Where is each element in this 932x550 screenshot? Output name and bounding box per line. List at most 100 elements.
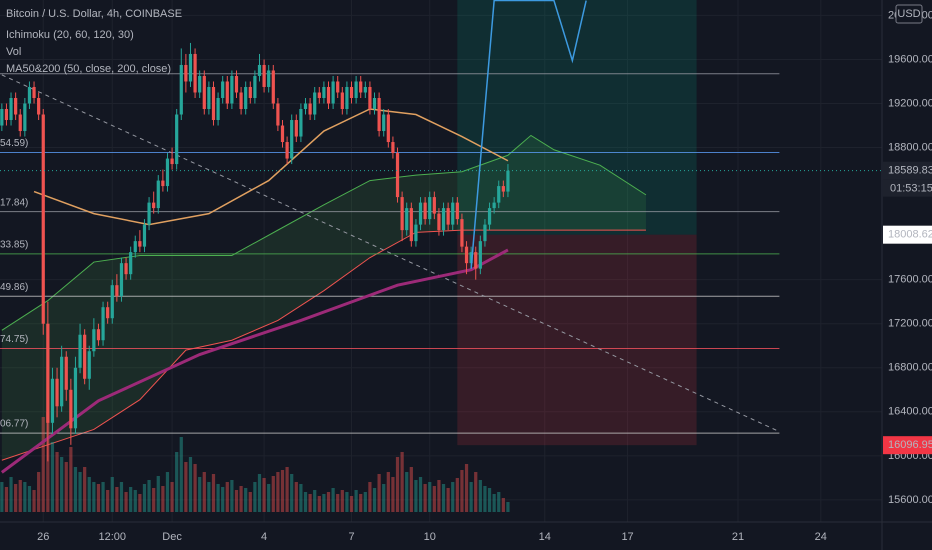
candle-body: [115, 285, 119, 297]
volume-bar: [110, 477, 114, 512]
volume-bar: [478, 480, 482, 512]
legend: Bitcoin / U.S. Dollar, 4h, COINBASE Ichi…: [6, 8, 182, 75]
candle-body: [92, 329, 96, 352]
volume-bar: [501, 498, 505, 512]
candle-body: [152, 202, 156, 209]
volume-bar: [299, 484, 303, 512]
y-tick-label: 19600.00: [888, 53, 932, 65]
candle-body: [487, 208, 492, 225]
candle-body: [78, 334, 82, 368]
volume-bar: [170, 482, 174, 512]
volume-bar: [73, 467, 78, 512]
candle-body: [437, 213, 441, 231]
candle-body: [303, 103, 308, 110]
candle-body: [83, 334, 87, 379]
candle-body: [221, 81, 225, 98]
candle-body: [41, 114, 45, 324]
volume-bar: [4, 487, 9, 512]
candle-body: [501, 186, 505, 192]
stop-label-box: [883, 436, 932, 455]
candle-body: [101, 307, 105, 341]
candle-body: [133, 241, 137, 253]
candle-body: [285, 142, 289, 159]
volume-bar: [331, 488, 335, 512]
volume-bar: [133, 490, 137, 512]
candle-body: [64, 356, 68, 390]
candle-body: [96, 329, 101, 341]
volume-bar: [308, 494, 312, 512]
x-tick-label: 12:00: [98, 531, 126, 543]
y-tick-label: 19200.00: [888, 97, 932, 109]
volume-bar: [92, 482, 96, 512]
volume-bar: [41, 417, 45, 512]
volume-bar: [184, 462, 188, 512]
ichimoku-cloud: [1, 135, 646, 461]
ma200-line: [0, 248, 509, 474]
indicator[interactable]: MA50&200 (50, close, 200, close): [6, 63, 171, 75]
volume-bar: [46, 412, 50, 512]
volume-bar: [156, 476, 160, 512]
y-tick-label: 16400.00: [888, 406, 932, 418]
volume-bar: [487, 488, 492, 512]
candle-body: [4, 109, 9, 121]
volume-bar: [428, 482, 432, 512]
countdown-box: [883, 179, 932, 197]
candle-body: [234, 75, 239, 93]
candle-body: [60, 356, 64, 407]
volume-bar: [262, 478, 266, 512]
volume-bar: [207, 482, 211, 512]
position-stop: [457, 234, 697, 446]
volume-bar: [474, 472, 478, 512]
y-tick-label: 16800.00: [888, 362, 932, 374]
candle-body: [73, 367, 78, 429]
candle-body: [451, 202, 455, 225]
candle-body: [110, 285, 114, 319]
candle-body: [267, 70, 271, 87]
volume-bar: [230, 480, 234, 512]
volume-bar: [276, 472, 280, 512]
indicator[interactable]: Vol: [6, 46, 21, 58]
currency[interactable]: USD: [897, 8, 920, 20]
candle-body: [483, 224, 487, 242]
candle-body: [170, 158, 174, 165]
volume-bar: [257, 474, 262, 512]
candle-body: [428, 197, 432, 220]
plot: 54.59) 17.84) 33.85) 49.86) 74.75) 06.77): [0, 0, 882, 522]
volume-bar: [119, 482, 124, 512]
candle-body: [506, 170, 510, 192]
volume-bar: [368, 482, 372, 512]
entry-label: 18008.62: [888, 229, 932, 241]
volume-bar: [211, 474, 216, 512]
candle-body: [377, 97, 381, 132]
indicator[interactable]: Ichimoku (20, 60, 120, 30): [6, 29, 134, 41]
candle-body: [455, 202, 459, 220]
volume-bar: [492, 494, 496, 512]
volume-bar: [78, 472, 82, 512]
candle-body: [161, 180, 165, 187]
candle-body: [198, 75, 202, 93]
candle-body: [464, 246, 469, 264]
volume-bar: [455, 478, 459, 512]
candle-body: [308, 103, 312, 115]
x-tick-label: 4: [261, 531, 267, 543]
volume-bar: [60, 457, 64, 512]
projection-line: [470, 0, 587, 269]
volume-bar: [418, 477, 423, 512]
volume-bar: [193, 464, 197, 512]
candle-body: [474, 252, 478, 269]
candle-body: [382, 114, 386, 132]
candle-body: [257, 64, 262, 76]
candle-body: [244, 86, 248, 110]
candle-body: [423, 202, 427, 220]
volume-bar: [64, 462, 68, 512]
currency-button[interactable]: [895, 4, 923, 24]
candle-body: [248, 86, 252, 98]
level-label: 33.85): [0, 240, 28, 251]
candle-body: [336, 81, 340, 93]
volume-bar: [377, 474, 381, 512]
volume-bar: [161, 486, 165, 512]
volume-bar: [400, 452, 404, 512]
volume-bar: [202, 472, 206, 512]
candle-body: [322, 86, 326, 98]
x-tick-label: 24: [815, 531, 827, 543]
